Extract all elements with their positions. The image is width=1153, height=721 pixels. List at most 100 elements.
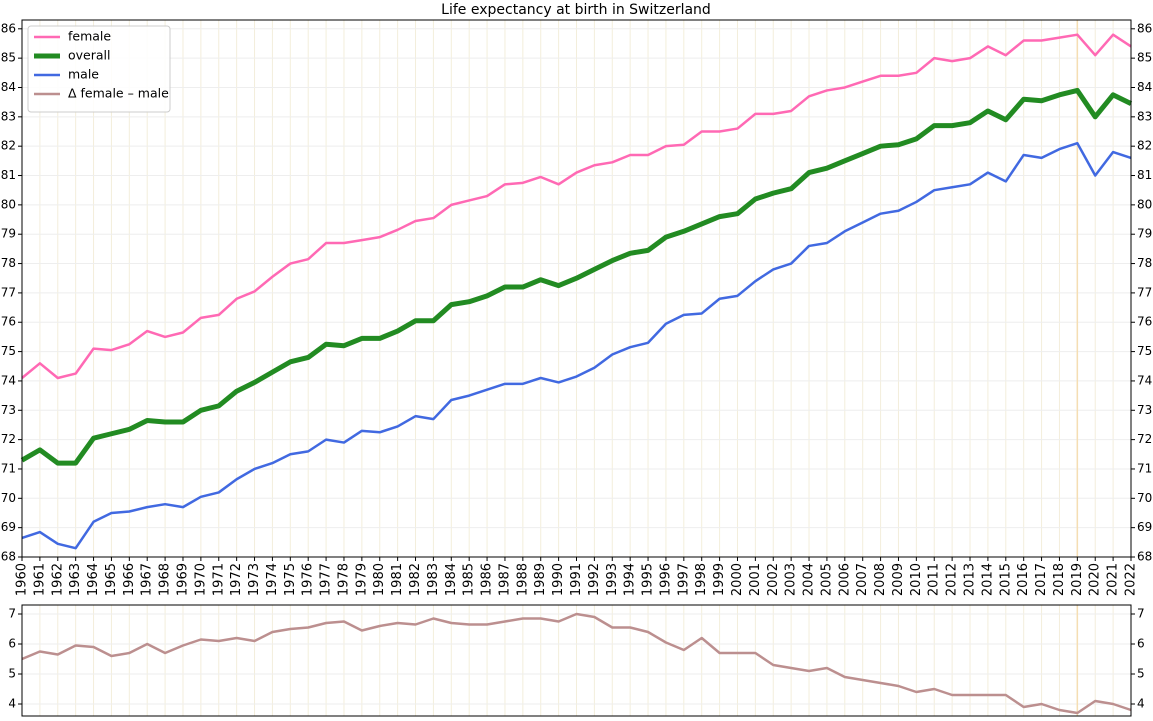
y-tick-label: 83 <box>1 109 16 123</box>
x-tick-label: 1987 <box>497 563 512 596</box>
x-tick-label: 1975 <box>283 563 298 596</box>
x-tick-label: 1994 <box>623 563 638 596</box>
x-tick-label: 1998 <box>694 563 709 596</box>
x-tick-label: 1977 <box>319 563 334 596</box>
x-tick-label: 2006 <box>837 563 852 596</box>
x-tick-label: 1983 <box>426 563 441 596</box>
x-tick-label: 1981 <box>390 563 405 596</box>
x-tick-label: 1978 <box>336 563 351 596</box>
y-tick-label: 4 <box>8 697 16 711</box>
x-tick-label: 1979 <box>354 563 369 596</box>
y-tick-label: 78 <box>1137 256 1152 270</box>
y-tick-label: 7 <box>8 607 16 621</box>
y-tick-label: 72 <box>1137 432 1152 446</box>
y-tick-label: 74 <box>1137 373 1152 387</box>
series-line <box>20 87 1133 466</box>
y-tick-label: 80 <box>1137 197 1152 211</box>
x-tick-label: 2002 <box>766 563 781 596</box>
x-tick-label: 1988 <box>515 563 530 596</box>
y-tick-label: 86 <box>1 21 16 35</box>
y-tick-label: 5 <box>8 667 16 681</box>
x-tick-label: 2005 <box>819 563 834 596</box>
x-tick-label: 2016 <box>1016 563 1031 596</box>
x-tick-label: 2018 <box>1052 563 1067 596</box>
y-tick-label: 77 <box>1137 285 1152 299</box>
series-line <box>21 141 1132 550</box>
x-tick-label: 2003 <box>784 563 799 596</box>
y-tick-label: 82 <box>1 139 16 153</box>
x-tick-label: 2022 <box>1124 563 1139 596</box>
x-tick-label: 1986 <box>480 563 495 596</box>
x-tick-label: 2019 <box>1070 563 1085 596</box>
y-tick-label: 69 <box>1137 520 1152 534</box>
x-tick-label: 1996 <box>658 563 673 596</box>
series-line <box>21 612 1132 715</box>
y-tick-label: 79 <box>1 227 16 241</box>
y-tick-label: 82 <box>1137 139 1152 153</box>
x-tick-label: 1989 <box>533 563 548 596</box>
y-tick-label: 81 <box>1137 168 1152 182</box>
x-tick-label: 2013 <box>963 563 978 596</box>
y-tick-label: 70 <box>1137 491 1152 505</box>
x-tick-label: 1980 <box>372 563 387 596</box>
y-tick-label: 75 <box>1137 344 1152 358</box>
y-tick-label: 85 <box>1 51 16 65</box>
y-tick-label: 6 <box>8 637 16 651</box>
legend-label: male <box>68 67 99 82</box>
y-tick-label: 5 <box>1137 667 1145 681</box>
legend: female overall male Δ female – male <box>27 25 171 113</box>
x-tick-label: 1974 <box>265 563 280 596</box>
plot-frame <box>21 604 1132 717</box>
y-tick-label: 84 <box>1 80 16 94</box>
x-tick-label: 1962 <box>50 563 65 596</box>
x-tick-label: 1968 <box>158 563 173 596</box>
x-tick-label: 1970 <box>193 563 208 596</box>
x-tick-label: 1973 <box>247 563 262 596</box>
y-tick-label: 75 <box>1 344 16 358</box>
x-tick-label: 1982 <box>408 563 423 596</box>
y-tick-label: 73 <box>1 403 16 417</box>
x-tick-label: 1991 <box>569 563 584 596</box>
legend-label: female <box>68 29 111 44</box>
y-tick-label: 80 <box>1 197 16 211</box>
x-tick-label: 2011 <box>927 563 942 596</box>
chart-title: Life expectancy at birth in Switzerland <box>441 2 711 18</box>
y-tick-label: 77 <box>1 285 16 299</box>
x-tick-label: 1985 <box>462 563 477 596</box>
x-tick-label: 1961 <box>32 563 47 596</box>
y-tick-label: 71 <box>1137 461 1152 475</box>
x-tick-label: 1997 <box>676 563 691 596</box>
x-tick-label: 1963 <box>68 563 83 596</box>
y-tick-label: 83 <box>1137 109 1152 123</box>
x-tick-label: 2000 <box>730 563 745 596</box>
x-tick-label: 2001 <box>748 563 763 596</box>
y-tick-label: 81 <box>1 168 16 182</box>
plot-frame <box>21 19 1132 558</box>
x-tick-label: 2009 <box>891 563 906 596</box>
x-tick-label: 1969 <box>175 563 190 596</box>
x-tick-label: 1995 <box>641 563 656 596</box>
legend-label: overall <box>68 48 110 63</box>
legend-box <box>27 25 171 113</box>
x-tick-label: 1992 <box>587 563 602 596</box>
x-tick-label: 1990 <box>551 563 566 596</box>
y-tick-label: 76 <box>1137 315 1152 329</box>
x-tick-label: 2012 <box>945 563 960 596</box>
x-tick-label: 2015 <box>998 563 1013 596</box>
x-tick-label: 2021 <box>1106 563 1121 596</box>
y-tick-label: 69 <box>1 520 16 534</box>
x-tick-label: 2010 <box>909 563 924 596</box>
y-tick-label: 76 <box>1 315 16 329</box>
y-tick-label: 68 <box>1137 550 1152 564</box>
x-tick-label: 1966 <box>122 563 137 596</box>
y-tick-label: 85 <box>1137 51 1152 65</box>
x-tick-label: 1976 <box>301 563 316 596</box>
x-tick-label: 2004 <box>802 563 817 596</box>
x-tick-label: 1967 <box>140 563 155 596</box>
y-tick-label: 6 <box>1137 637 1145 651</box>
x-tick-label: 2007 <box>855 563 870 596</box>
y-tick-label: 4 <box>1137 697 1145 711</box>
x-tick-label: 1960 <box>15 563 30 596</box>
x-tick-label: 2014 <box>980 563 995 596</box>
